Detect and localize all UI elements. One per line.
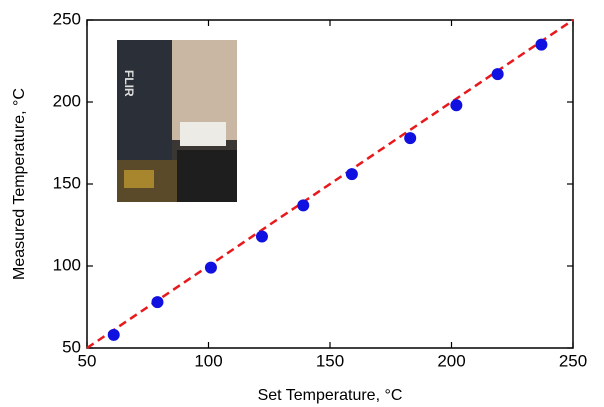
- y-tick-label: 200: [53, 91, 81, 110]
- data-point: [255, 230, 268, 243]
- data-point: [107, 328, 120, 341]
- data-point: [297, 199, 310, 212]
- y-tick-label: 100: [53, 255, 81, 274]
- photo-logo: FLIR: [122, 70, 136, 97]
- x-tick-label: 100: [194, 351, 222, 370]
- data-point: [204, 261, 217, 274]
- data-point: [404, 132, 417, 145]
- x-tick-label: 250: [559, 351, 587, 370]
- y-tick-label: 250: [53, 9, 81, 28]
- data-point: [345, 168, 358, 181]
- y-tick-label: 50: [62, 337, 81, 356]
- y-axis-label: Measured Temperature, °C: [11, 88, 28, 280]
- data-point: [535, 38, 548, 51]
- inset-photo: FLIR: [117, 40, 237, 202]
- x-axis-label: Set Temperature, °C: [258, 387, 403, 404]
- x-tick-label: 200: [437, 351, 465, 370]
- data-point: [450, 99, 463, 112]
- y-tick-label: 150: [53, 173, 81, 192]
- x-tick-label: 150: [316, 351, 344, 370]
- x-tick-label: 50: [78, 351, 97, 370]
- data-point: [491, 68, 504, 81]
- data-point: [151, 296, 164, 309]
